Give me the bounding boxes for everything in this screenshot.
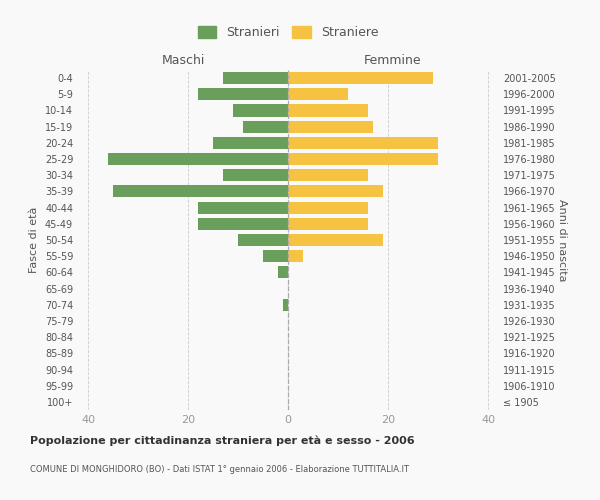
Bar [213,137,288,149]
Y-axis label: Anni di nascita: Anni di nascita [557,198,567,281]
Bar [288,153,438,165]
Bar [288,88,348,101]
Bar [288,72,433,84]
Bar [288,250,303,262]
Bar [288,186,383,198]
Text: COMUNE DI MONGHIDORO (BO) - Dati ISTAT 1° gennaio 2006 - Elaborazione TUTTITALIA: COMUNE DI MONGHIDORO (BO) - Dati ISTAT 1… [30,465,409,474]
Bar [288,218,368,230]
Text: Maschi: Maschi [161,54,205,67]
Bar [198,202,288,213]
Bar [223,72,288,84]
Legend: Stranieri, Straniere: Stranieri, Straniere [193,21,383,44]
Bar [243,120,288,132]
Bar [233,104,288,117]
Text: Femmine: Femmine [364,54,422,67]
Bar [278,266,288,278]
Bar [263,250,288,262]
Bar [288,169,368,181]
Bar [288,234,383,246]
Bar [223,169,288,181]
Bar [288,120,373,132]
Bar [288,104,368,117]
Text: Popolazione per cittadinanza straniera per età e sesso - 2006: Popolazione per cittadinanza straniera p… [30,435,415,446]
Bar [238,234,288,246]
Bar [108,153,288,165]
Bar [288,137,438,149]
Bar [198,88,288,101]
Y-axis label: Fasce di età: Fasce di età [29,207,39,273]
Bar [288,202,368,213]
Bar [198,218,288,230]
Bar [283,298,288,311]
Bar [113,186,288,198]
